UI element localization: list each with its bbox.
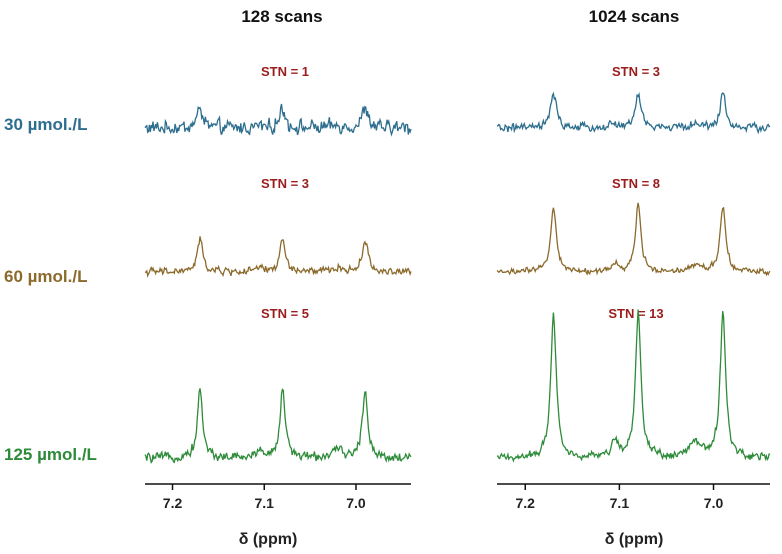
x-axis-left — [145, 483, 411, 490]
column-title-1024-scans: 1024 scans — [589, 7, 680, 26]
row-label-30: 30 µmol./L — [4, 115, 87, 134]
spectrum-trace-1024-125 — [496, 309, 771, 463]
spectra-group — [144, 91, 771, 464]
spectrum-trace-1024-30 — [496, 91, 771, 135]
stn-label-128-60: STN = 3 — [261, 176, 309, 191]
row-label-60: 60 µmol./L — [4, 267, 87, 286]
spectrum-trace-128-30 — [144, 103, 412, 137]
tick-label: 7.1 — [255, 495, 275, 511]
tick-label: 7.0 — [346, 495, 366, 511]
spectrum-trace-128-125 — [144, 388, 412, 464]
column-title-128-scans: 128 scans — [241, 7, 322, 26]
tick-label: 7.2 — [163, 495, 183, 511]
x-axis-label-right: δ (ppm) — [605, 531, 664, 548]
x-axis-label-left: δ (ppm) — [239, 531, 298, 548]
tick-label: 7.0 — [704, 495, 724, 511]
x-axis-right — [497, 483, 770, 490]
spectrum-trace-128-60 — [144, 236, 412, 278]
tick-label: 7.2 — [516, 495, 536, 511]
spectrum-trace-1024-60 — [496, 202, 771, 277]
stn-label-1024-125: STN = 13 — [608, 306, 663, 321]
row-label-125: 125 µmol./L — [4, 445, 97, 464]
tick-label: 7.1 — [610, 495, 630, 511]
stn-label-1024-60: STN = 8 — [612, 176, 660, 191]
stn-label-128-30: STN = 1 — [261, 64, 309, 79]
stn-label-128-125: STN = 5 — [261, 306, 309, 321]
stn-label-1024-30: STN = 3 — [612, 64, 660, 79]
